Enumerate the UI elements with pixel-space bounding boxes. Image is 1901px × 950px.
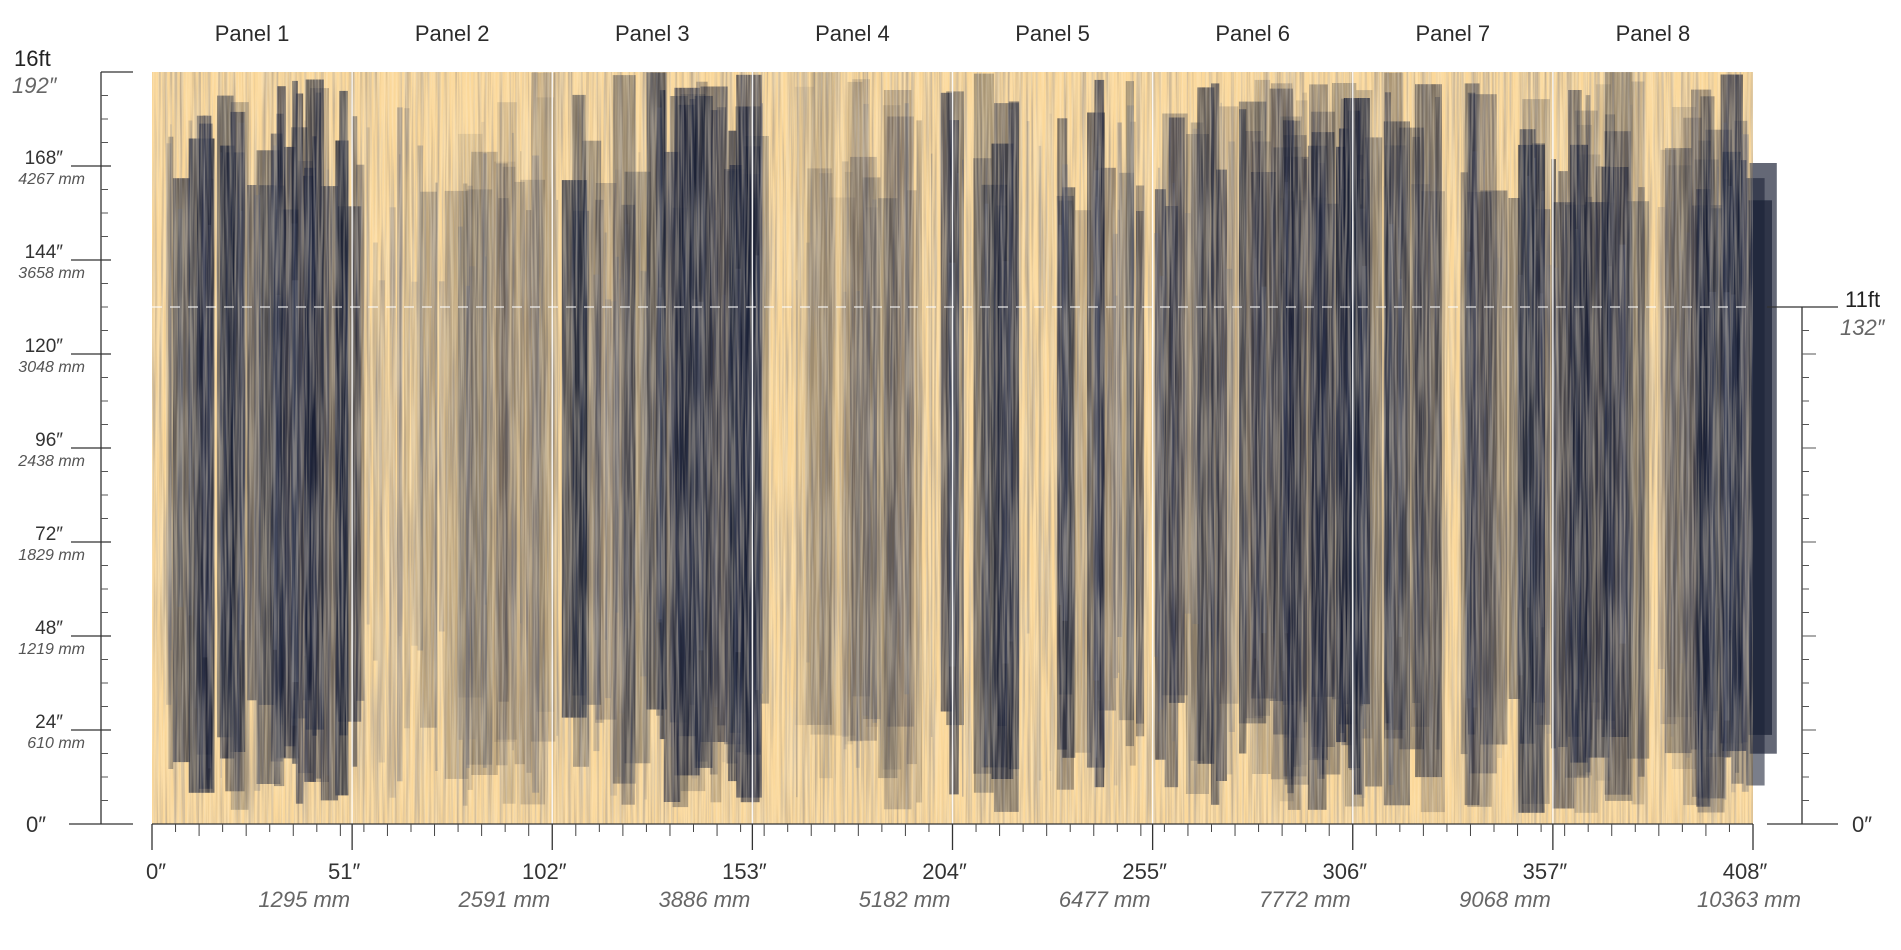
bottom-tick-inch-label: 153″ [722,859,767,884]
left-zero-label: 0″ [26,812,46,837]
left-tick-mm-label: 610 mm [27,735,85,752]
bottom-tick-mm-label: 10363 mm [1697,887,1801,912]
bottom-tick-inch-label: 357″ [1523,859,1568,884]
bottom-tick-mm-label: 3886 mm [659,887,751,912]
left-tick-inch-label: 24″ [35,712,63,733]
panel-label: Panel 1 [215,21,290,46]
panel-label: Panel 8 [1616,21,1691,46]
left-tick-inch-label: 168″ [25,148,64,169]
left-tick-mm-label: 3658 mm [18,265,85,282]
panel-labels: Panel 1 Panel 2 Panel 3 Panel 4 Panel 5 Panel… [215,21,1691,46]
left-tick-inch-label: 120″ [25,336,64,357]
panel-label: Panel 4 [815,21,890,46]
right-top-ft-label: 11ft [1845,287,1880,312]
bottom-width-scale: 0″ 51″ 1295 mm 102″ 2591 mm 153″ 3886 mm 204″ 51… [146,823,1801,912]
bottom-tick-mm-label: 7772 mm [1259,887,1351,912]
left-tick-inch-label: 144″ [25,242,64,263]
right-zero-label: 0″ [1852,812,1872,837]
panel-label: Panel 6 [1215,21,1290,46]
bottom-tick-mm-label: 6477 mm [1059,887,1151,912]
right-top-in-label: 132″ [1840,315,1886,340]
panel-label: Panel 2 [415,21,490,46]
left-tick-mm-label: 1219 mm [18,641,85,658]
bottom-tick-inch-label: 255″ [1122,859,1167,884]
left-top-in-label: 192″ [12,73,58,98]
panel-label: Panel 7 [1416,21,1491,46]
bottom-tick-mm-label: 5182 mm [859,887,951,912]
left-tick-inch-label: 96″ [35,430,63,451]
bottom-tick-mm-label: 1295 mm [258,887,350,912]
left-tick-mm-label: 4267 mm [18,171,85,188]
left-tick-mm-label: 1829 mm [18,547,85,564]
panel-label: Panel 5 [1015,21,1090,46]
bottom-tick-inch-label: 408″ [1723,859,1768,884]
left-top-ft-label: 16ft [14,46,51,71]
panel-label: Panel 3 [615,21,690,46]
bottom-tick-mm-label: 9068 mm [1459,887,1551,912]
bottom-tick-inch-label: 306″ [1323,859,1368,884]
right-height-scale: 11ft 132″ 0″ [1767,287,1886,837]
bottom-tick-mm-label: 2591 mm [458,887,551,912]
left-tick-mm-label: 2438 mm [17,453,85,470]
bottom-tick-inch-label: 0″ [146,859,166,884]
left-tick-mm-label: 3048 mm [18,359,85,376]
left-tick-inch-label: 48″ [35,618,63,639]
bottom-tick-inch-label: 204″ [922,859,967,884]
mural-painting [152,72,1777,824]
left-tick-inch-label: 72″ [35,524,63,545]
bottom-tick-inch-label: 102″ [522,859,567,884]
left-height-scale: 168″ 4267 mm 144″ 3658 mm 120″ 3048 mm 96″ 2438… [12,46,133,837]
bottom-tick-inch-label: 51″ [328,859,360,884]
